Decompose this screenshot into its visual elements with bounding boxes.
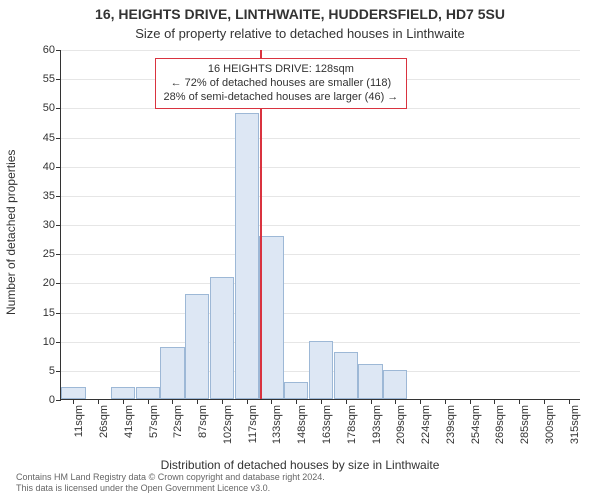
plot-area: 05101520253035404550556011sqm26sqm41sqm5…: [60, 50, 580, 400]
annotation-line-2: ← 72% of detached houses are smaller (11…: [164, 77, 399, 91]
gridline: [61, 167, 580, 168]
x-tick: [197, 399, 198, 404]
y-tick-label: 15: [43, 307, 55, 319]
histogram-bar: [383, 370, 407, 399]
x-tick-label: 133sqm: [271, 405, 283, 444]
x-tick-label: 148sqm: [296, 405, 308, 444]
y-tick-label: 40: [43, 161, 55, 173]
histogram-bar: [358, 364, 382, 399]
x-tick-label: 41sqm: [123, 405, 135, 438]
x-tick: [420, 399, 421, 404]
x-tick-label: 315sqm: [569, 405, 581, 444]
chart-title: 16, HEIGHTS DRIVE, LINTHWAITE, HUDDERSFI…: [0, 6, 600, 22]
annotation-line-3: 28% of semi-detached houses are larger (…: [164, 91, 399, 105]
x-tick: [98, 399, 99, 404]
y-tick: [56, 313, 61, 314]
histogram-bar: [111, 387, 135, 399]
histogram-bar: [136, 387, 160, 399]
gridline: [61, 254, 580, 255]
histogram-bar: [210, 277, 234, 400]
histogram-bar: [309, 341, 333, 399]
y-tick-label: 25: [43, 248, 55, 260]
x-tick-label: 239sqm: [445, 405, 457, 444]
y-tick: [56, 138, 61, 139]
x-tick: [544, 399, 545, 404]
x-tick: [371, 399, 372, 404]
y-tick-label: 60: [43, 44, 55, 56]
x-tick-label: 178sqm: [346, 405, 358, 444]
x-tick: [296, 399, 297, 404]
y-tick-label: 30: [43, 219, 55, 231]
y-tick: [56, 400, 61, 401]
x-tick: [247, 399, 248, 404]
y-tick-label: 45: [43, 132, 55, 144]
x-tick-label: 87sqm: [197, 405, 209, 438]
y-tick: [56, 371, 61, 372]
annotation-box: 16 HEIGHTS DRIVE: 128sqm ← 72% of detach…: [155, 58, 408, 109]
histogram-bar: [284, 382, 308, 400]
y-tick: [56, 342, 61, 343]
gridline: [61, 225, 580, 226]
x-axis-label: Distribution of detached houses by size …: [0, 458, 600, 472]
gridline: [61, 313, 580, 314]
x-tick-label: 209sqm: [395, 405, 407, 444]
x-tick-label: 57sqm: [148, 405, 160, 438]
y-tick-label: 50: [43, 102, 55, 114]
x-tick: [73, 399, 74, 404]
y-tick: [56, 254, 61, 255]
x-tick-label: 254sqm: [470, 405, 482, 444]
histogram-bar: [61, 387, 85, 399]
histogram-bar: [185, 294, 209, 399]
y-tick: [56, 225, 61, 226]
y-tick: [56, 196, 61, 197]
gridline: [61, 196, 580, 197]
x-tick-label: 224sqm: [420, 405, 432, 444]
histogram-bar: [235, 113, 259, 399]
y-tick: [56, 79, 61, 80]
x-tick: [494, 399, 495, 404]
x-tick-label: 102sqm: [222, 405, 234, 444]
x-tick: [123, 399, 124, 404]
x-tick-label: 163sqm: [321, 405, 333, 444]
x-tick: [148, 399, 149, 404]
x-tick-label: 117sqm: [247, 405, 259, 443]
x-tick: [346, 399, 347, 404]
gridline: [61, 50, 580, 51]
x-tick-label: 285sqm: [519, 405, 531, 444]
chart-subtitle: Size of property relative to detached ho…: [0, 26, 600, 41]
y-tick-label: 0: [49, 394, 55, 406]
y-tick-label: 20: [43, 277, 55, 289]
x-tick-label: 26sqm: [98, 405, 110, 438]
x-tick: [569, 399, 570, 404]
gridline: [61, 138, 580, 139]
x-tick: [395, 399, 396, 404]
y-tick-label: 10: [43, 336, 55, 348]
y-tick: [56, 50, 61, 51]
x-tick: [445, 399, 446, 404]
histogram-bar: [259, 236, 283, 399]
y-tick: [56, 108, 61, 109]
x-tick-label: 300sqm: [544, 405, 556, 444]
y-tick: [56, 167, 61, 168]
attribution-text: Contains HM Land Registry data © Crown c…: [16, 472, 325, 494]
x-tick-label: 193sqm: [371, 405, 383, 444]
x-tick-label: 11sqm: [73, 405, 85, 437]
y-axis-label: Number of detached properties: [4, 150, 18, 315]
x-tick: [519, 399, 520, 404]
x-tick: [271, 399, 272, 404]
x-tick: [321, 399, 322, 404]
y-tick: [56, 283, 61, 284]
histogram-bar: [334, 352, 358, 399]
y-tick-label: 35: [43, 190, 55, 202]
x-tick: [172, 399, 173, 404]
gridline: [61, 283, 580, 284]
y-tick-label: 5: [49, 365, 55, 377]
x-tick-label: 72sqm: [172, 405, 184, 438]
y-tick-label: 55: [43, 73, 55, 85]
annotation-line-1: 16 HEIGHTS DRIVE: 128sqm: [164, 63, 399, 77]
x-tick-label: 269sqm: [494, 405, 506, 444]
x-tick: [222, 399, 223, 404]
histogram-bar: [160, 347, 184, 400]
x-tick: [470, 399, 471, 404]
